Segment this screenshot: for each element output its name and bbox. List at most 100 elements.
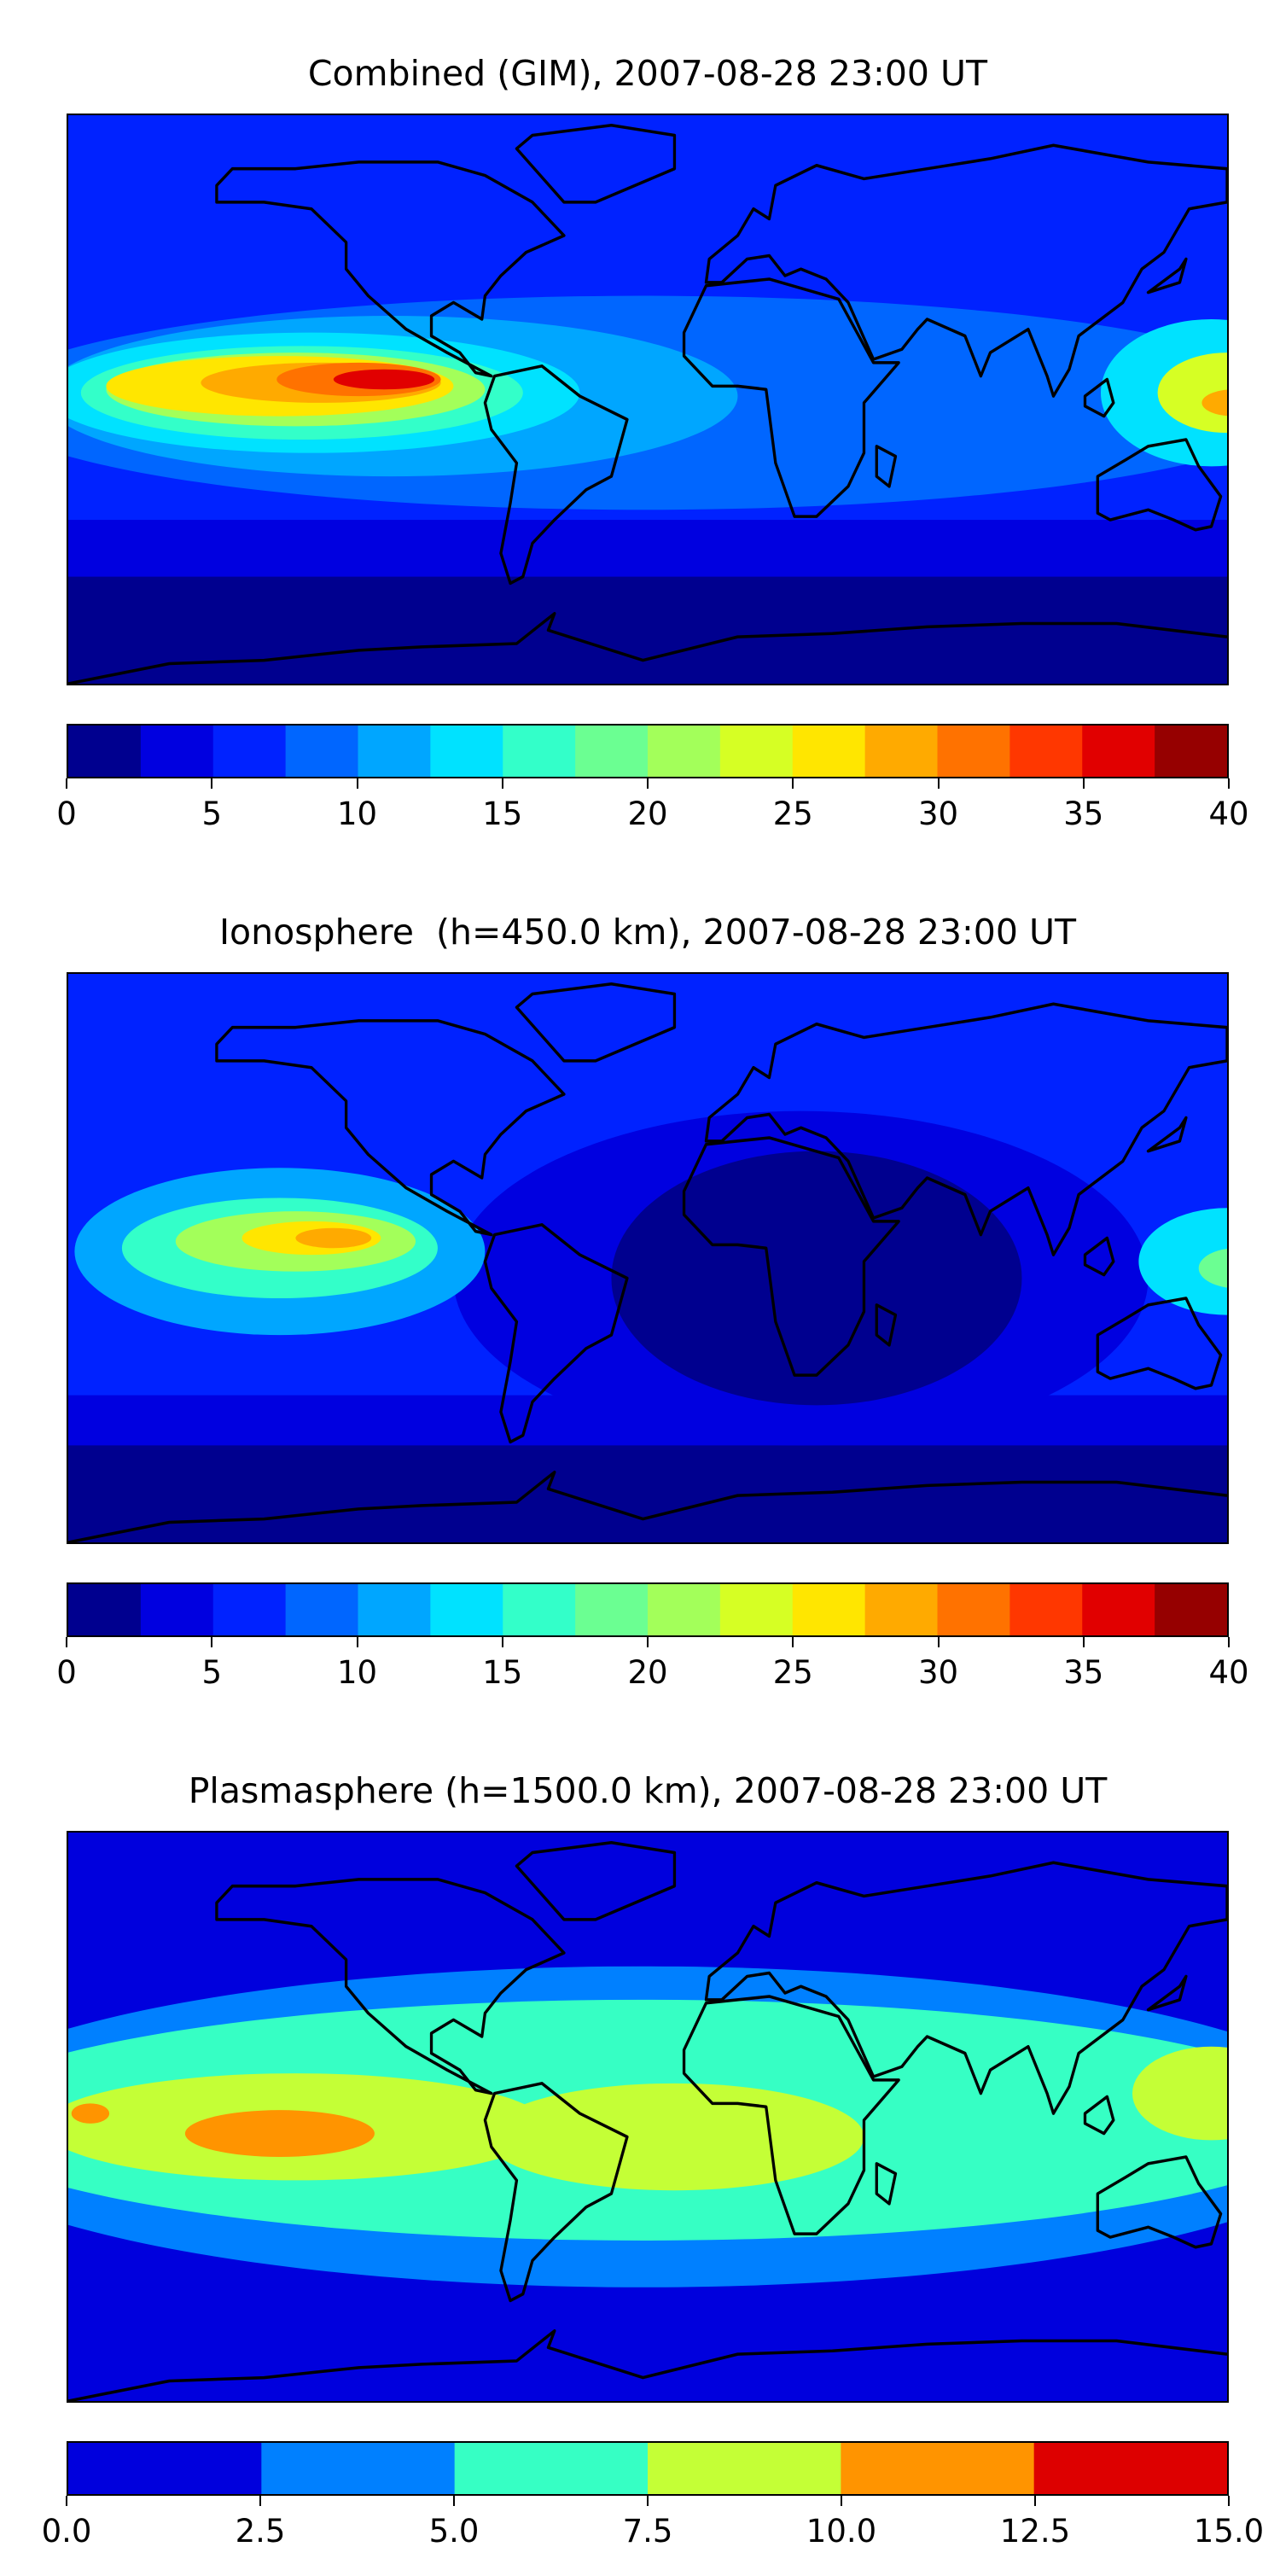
tick-mark <box>211 778 213 789</box>
colorbar-segment <box>503 1584 577 1635</box>
tick-label: 10 <box>336 796 378 832</box>
tick-label: 0 <box>56 796 77 832</box>
contour-region <box>71 2103 110 2124</box>
colorbar-ticks: 0.0 2.5 5.0 7.5 10.0 12.5 15.0 <box>42 2496 1264 2556</box>
colorbar-segment <box>212 1584 288 1635</box>
tick-label: 35 <box>1063 1654 1104 1691</box>
tick-mark <box>259 2496 261 2506</box>
panel-combined: Combined (GIM), 2007-08-28 23:00 UT 0 5 10… <box>0 0 1280 859</box>
colorbar-segment <box>430 726 504 777</box>
contour-region <box>1198 1249 1227 1288</box>
tick-mark <box>356 778 358 789</box>
map-plot <box>67 972 1229 1544</box>
contour-region <box>1132 2046 1227 2141</box>
tick-label: 20 <box>627 1654 668 1691</box>
colorbar <box>67 2441 1229 2496</box>
tick-mark <box>501 1637 503 1647</box>
colorbar-segment <box>68 1584 143 1635</box>
colorbar-segment <box>1033 2443 1227 2494</box>
colorbar-segment <box>1082 726 1156 777</box>
panel-plasmasphere: Plasmasphere (h=1500.0 km), 2007-08-28 2… <box>0 1717 1280 2576</box>
colorbar-segment <box>1155 1584 1227 1635</box>
tick-label: 5 <box>201 796 223 832</box>
tick-label: 12.5 <box>999 2513 1071 2550</box>
tick-mark <box>937 778 940 789</box>
tick-mark <box>647 1637 649 1647</box>
colorbar-segment <box>575 1584 649 1635</box>
contour-region <box>1157 353 1227 434</box>
tick-label: 35 <box>1063 796 1104 832</box>
colorbar-segment <box>648 726 722 777</box>
contour-band <box>68 576 1227 684</box>
tick-label: 25 <box>772 1654 813 1691</box>
colorbar-segment <box>719 1584 794 1635</box>
colorbar-segment <box>937 1584 1012 1635</box>
tick-mark <box>211 1637 213 1647</box>
tick-label: 40 <box>1208 1654 1249 1691</box>
colorbar-segment <box>68 2443 265 2494</box>
tick-mark <box>1228 778 1230 789</box>
tick-label: 20 <box>627 796 668 832</box>
tick-label: 15 <box>482 796 523 832</box>
chart-title: Combined (GIM), 2007-08-28 23:00 UT <box>307 53 988 94</box>
tick-mark <box>1082 1637 1085 1647</box>
colorbar-segment <box>358 726 433 777</box>
tick-label: 15.0 <box>1193 2513 1265 2550</box>
colorbar-segment <box>864 726 940 777</box>
colorbar-segment <box>864 1584 940 1635</box>
colorbar-segment <box>503 726 577 777</box>
colorbar-segment <box>719 726 794 777</box>
tick-mark <box>66 778 67 789</box>
colorbar <box>67 724 1229 778</box>
tick-mark <box>501 778 503 789</box>
tick-mark <box>1228 2496 1230 2506</box>
colorbar-segment <box>792 726 867 777</box>
colorbar-segment <box>792 1584 867 1635</box>
colorbar-segment <box>841 2443 1039 2494</box>
tick-mark <box>841 2496 842 2506</box>
tick-label: 5 <box>201 1654 223 1691</box>
tick-mark <box>937 1637 940 1647</box>
panel-ionosphere: Ionosphere (h=450.0 km), 2007-08-28 23:0… <box>0 859 1280 1717</box>
tick-mark <box>647 778 649 789</box>
contour-region <box>295 1227 372 1249</box>
tick-mark <box>1034 2496 1036 2506</box>
colorbar-segment <box>285 1584 360 1635</box>
contour-region <box>1201 389 1227 417</box>
colorbar-segment <box>648 1584 722 1635</box>
tick-label: 7.5 <box>622 2513 673 2550</box>
colorbar-segment <box>68 726 143 777</box>
tick-mark <box>792 1637 794 1647</box>
chart-title: Plasmasphere (h=1500.0 km), 2007-08-28 2… <box>188 1770 1108 1811</box>
colorbar-segment <box>1082 1584 1156 1635</box>
colorbar-segment <box>1155 726 1227 777</box>
colorbar-segment <box>285 726 360 777</box>
map-plot <box>67 1831 1229 2403</box>
tick-label: 0 <box>56 1654 77 1691</box>
tick-mark <box>66 2496 67 2506</box>
chart-title: Ionosphere (h=450.0 km), 2007-08-28 23:0… <box>218 912 1077 953</box>
contour-region <box>611 1151 1022 1406</box>
colorbar-segment <box>430 1584 504 1635</box>
tick-label: 15 <box>482 1654 523 1691</box>
tick-label: 25 <box>772 796 813 832</box>
colorbar-segment <box>575 726 649 777</box>
colorbar-ticks: 0 5 10 15 20 25 30 35 40 <box>56 1637 1249 1697</box>
colorbar-segment <box>140 1584 215 1635</box>
colorbar-segment <box>212 726 288 777</box>
colorbar-segment <box>1009 726 1084 777</box>
colorbar-segment <box>937 726 1012 777</box>
colorbar-segment <box>648 2443 845 2494</box>
tick-label: 5.0 <box>428 2513 480 2550</box>
tick-mark <box>792 778 794 789</box>
tick-mark <box>66 1637 67 1647</box>
colorbar-segment <box>358 1584 433 1635</box>
tick-label: 2.5 <box>235 2513 286 2550</box>
colorbar <box>67 1582 1229 1637</box>
tick-label: 10.0 <box>806 2513 877 2550</box>
colorbar-segment <box>454 2443 652 2494</box>
tick-mark <box>356 1637 358 1647</box>
colorbar-segment <box>1009 1584 1084 1635</box>
tick-mark <box>1082 778 1085 789</box>
tick-mark <box>453 2496 455 2506</box>
